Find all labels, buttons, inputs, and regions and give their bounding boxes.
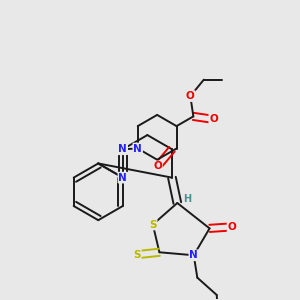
Text: O: O bbox=[228, 222, 236, 232]
Text: O: O bbox=[153, 161, 162, 171]
Text: S: S bbox=[149, 220, 157, 230]
Text: O: O bbox=[209, 114, 218, 124]
Text: N: N bbox=[118, 144, 127, 154]
Text: N: N bbox=[118, 172, 127, 183]
Text: S: S bbox=[133, 250, 141, 260]
Text: H: H bbox=[183, 194, 191, 203]
Text: N: N bbox=[189, 250, 198, 260]
Text: N: N bbox=[134, 143, 142, 154]
Text: O: O bbox=[186, 91, 195, 101]
